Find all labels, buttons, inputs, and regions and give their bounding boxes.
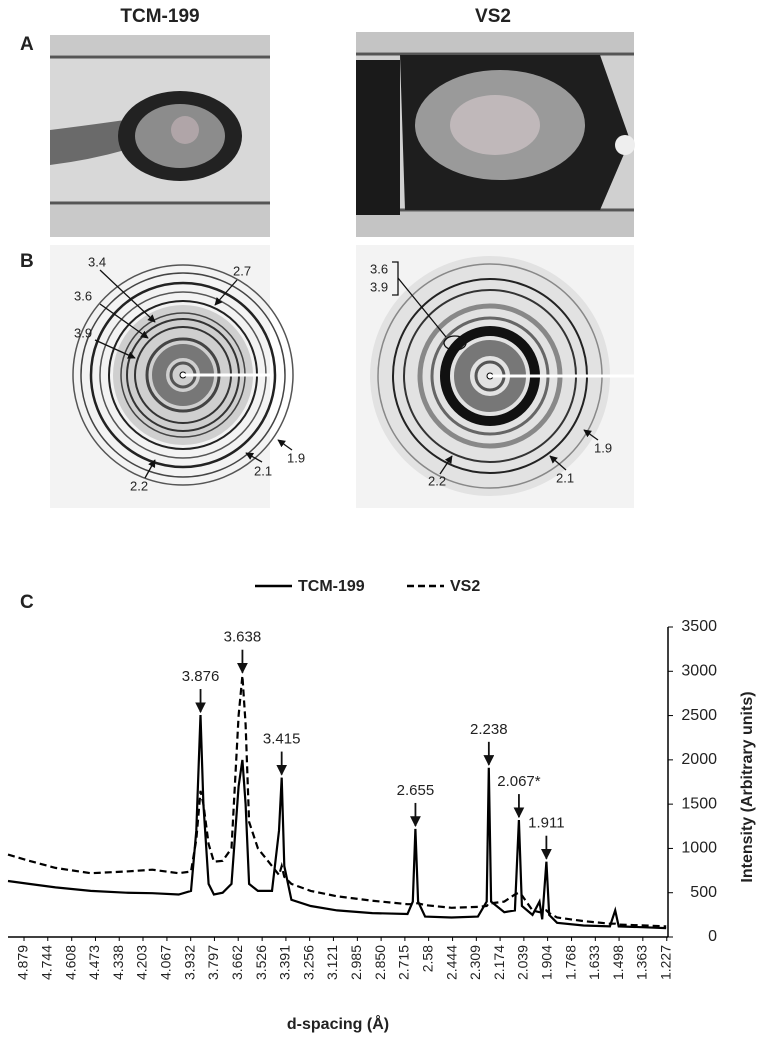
- x-tick-label: 2.039: [515, 945, 531, 980]
- ring-label: 2.7: [233, 263, 251, 278]
- ring-label: 1.9: [287, 450, 305, 465]
- micrograph: [356, 32, 635, 237]
- y-tick-label: 2500: [681, 707, 717, 724]
- y-axis-label: Intensity (Arbitrary units): [739, 691, 756, 882]
- x-tick-label: 1.227: [657, 945, 673, 980]
- ring-label: 3.6: [370, 261, 388, 276]
- x-axis-label: d-spacing (Å): [287, 1014, 389, 1033]
- x-tick-label: 2.985: [348, 945, 364, 980]
- x-tick-label: 2.444: [443, 945, 459, 980]
- x-tick-label: 2.58: [419, 945, 435, 972]
- ring-label: 1.9: [594, 440, 612, 455]
- x-tick-label: 3.121: [324, 945, 340, 980]
- legend-label: TCM-199: [298, 578, 365, 595]
- panel-label: B: [20, 251, 34, 272]
- annotation-label: 2.655: [397, 782, 435, 799]
- y-tick-label: 1500: [681, 795, 717, 812]
- x-tick-label: 3.932: [181, 945, 197, 980]
- annotation-label: 3.415: [263, 731, 301, 748]
- x-tick-label: 4.744: [38, 945, 54, 980]
- series-line: [7, 675, 667, 928]
- y-tick-label: 2000: [681, 751, 717, 768]
- x-tick-label: 3.797: [205, 945, 221, 980]
- diffraction-annotations: [94, 261, 599, 479]
- micrograph: [50, 35, 270, 237]
- x-tick-label: 1.498: [610, 945, 626, 980]
- x-tick-label: 2.174: [491, 945, 507, 980]
- x-tick-label: 1.904: [538, 945, 554, 980]
- x-tick-label: 2.850: [372, 945, 388, 980]
- x-tick-label: 4.879: [15, 945, 31, 980]
- column-header: VS2: [475, 6, 511, 27]
- annotation-label: 2.238: [470, 721, 508, 738]
- x-tick-label: 3.526: [253, 945, 269, 980]
- x-tick-label: 3.256: [300, 945, 316, 980]
- ring: [80, 272, 286, 478]
- y-tick-label: 0: [708, 928, 717, 945]
- y-tick-label: 1000: [681, 840, 717, 857]
- x-tick-label: 4.473: [86, 945, 102, 980]
- y-tick-label: 3000: [681, 663, 717, 680]
- ring-label: 3.4: [88, 254, 106, 269]
- x-tick-label: 4.203: [134, 945, 150, 980]
- ring: [72, 264, 294, 486]
- x-tick-label: 4.338: [110, 945, 126, 980]
- legend-label: VS2: [450, 578, 480, 595]
- panel-label: C: [20, 592, 34, 613]
- ring-label: 2.1: [254, 463, 272, 478]
- x-tick-label: 4.067: [158, 945, 174, 980]
- chart: 0 500 1000 1500 2000 2500 3000 3500 4.879 4.744 4.…: [7, 578, 756, 1033]
- ring: [89, 281, 277, 469]
- ring-label: 2.2: [130, 478, 148, 493]
- annotation-label: 1.911: [528, 815, 564, 832]
- x-tick-label: 4.608: [62, 945, 78, 980]
- x-tick-label: 3.662: [229, 945, 245, 980]
- column-header: TCM-199: [120, 6, 199, 27]
- ring-label: 3.6: [74, 288, 92, 303]
- x-tick-label: 1.363: [634, 945, 650, 980]
- x-tick-label: 2.715: [396, 945, 412, 980]
- annotation-label: 2.067*: [497, 773, 541, 790]
- y-tick-label: 3500: [681, 618, 717, 635]
- ring-label: 3.9: [74, 325, 92, 340]
- ring-label: 2.1: [556, 470, 574, 485]
- annotation-label: 3.876: [182, 668, 220, 685]
- x-tick-label: 2.309: [467, 945, 483, 980]
- x-tick-label: 1.633: [586, 945, 602, 980]
- series-line: [7, 714, 667, 930]
- panel-label: A: [20, 34, 34, 55]
- ring-label: 2.2: [428, 473, 446, 488]
- annotation-label: 3.638: [224, 629, 262, 646]
- y-tick-label: 500: [690, 884, 717, 901]
- x-tick-label: 3.391: [277, 945, 293, 980]
- ring-label: 3.9: [370, 279, 388, 294]
- x-tick-label: 1.768: [562, 945, 578, 980]
